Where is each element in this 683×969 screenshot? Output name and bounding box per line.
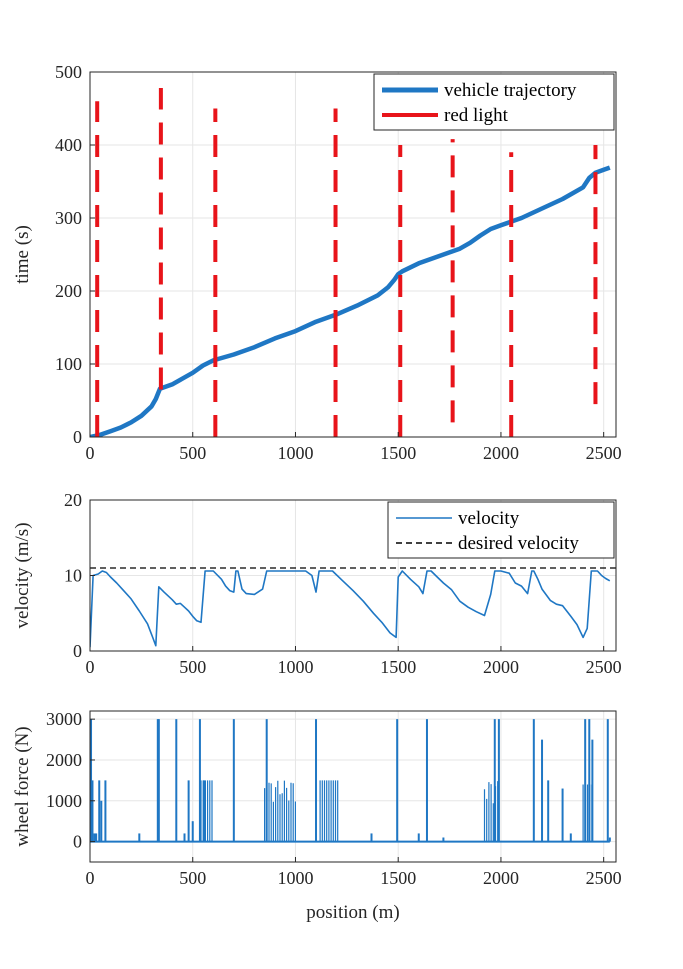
trajectory-xtick-label: 2000 xyxy=(483,443,519,463)
trajectory-legend: vehicle trajectory red light xyxy=(373,73,615,131)
force-band-3 xyxy=(319,780,339,842)
trajectory-ytick-label: 100 xyxy=(55,354,82,374)
velocity-xtick-label: 1500 xyxy=(380,657,416,677)
velocity-xtick-label: 500 xyxy=(179,657,206,677)
force-data xyxy=(90,719,611,843)
velocity-ylabel: velocity (m/s) xyxy=(12,522,33,628)
velocity-xtick-label: 2500 xyxy=(586,657,622,677)
velocity-xtick-label: 2000 xyxy=(483,657,519,677)
velocity-panel: 0 500 1000 1500 2000 2500 0 10 20 velocity (m/s) v… xyxy=(12,490,622,677)
vehicle-trajectory-line xyxy=(90,165,611,437)
force-xtick-label: 500 xyxy=(179,868,206,888)
velocity-xtick-label: 0 xyxy=(86,657,95,677)
trajectory-ytick-label: 500 xyxy=(55,62,82,82)
force-axes-box xyxy=(89,710,617,863)
velocity-legend-label-1: velocity xyxy=(458,508,520,529)
trajectory-ylabel: time (s) xyxy=(12,225,33,284)
trajectory-legend-label-1: vehicle trajectory xyxy=(444,80,577,101)
velocity-legend-label-2: desired velocity xyxy=(458,533,579,554)
trajectory-xtick-label: 500 xyxy=(179,443,206,463)
force-ytick-label: 0 xyxy=(73,832,82,852)
force-band-4 xyxy=(483,781,499,842)
force-xtick-label: 1000 xyxy=(277,868,313,888)
trajectory-ytick-label: 200 xyxy=(55,281,82,301)
force-band-1 xyxy=(200,780,213,842)
velocity-xtick-label: 1000 xyxy=(277,657,313,677)
trajectory-xtick-label: 2500 xyxy=(586,443,622,463)
trajectory-legend-label-2: red light xyxy=(444,105,509,126)
trajectory-legend-box xyxy=(373,73,615,131)
velocity-legend-box xyxy=(387,501,615,559)
trajectory-axes-box xyxy=(89,71,617,438)
trajectory-ytick-label: 0 xyxy=(73,427,82,447)
force-ylabel: wheel force (N) xyxy=(12,726,33,846)
velocity-line xyxy=(90,570,611,648)
force-ytick-label: 3000 xyxy=(46,709,82,729)
trajectory-xtick-label: 1500 xyxy=(380,443,416,463)
trajectory-ytick-label: 300 xyxy=(55,208,82,228)
trajectory-xtick-label: 0 xyxy=(86,443,95,463)
trajectory-panel: 0 500 1000 1500 2000 2500 0 100 200 300 400 500 time… xyxy=(12,62,622,463)
trajectory-data xyxy=(90,88,611,437)
force-ytick-label: 1000 xyxy=(46,791,82,811)
force-xtick-label: 1500 xyxy=(380,868,416,888)
force-band-2 xyxy=(264,780,296,842)
force-xtick-label: 2000 xyxy=(483,868,519,888)
force-ytick-label: 2000 xyxy=(46,750,82,770)
velocity-ytick-label: 10 xyxy=(64,566,82,586)
velocity-ytick-label: 20 xyxy=(64,490,82,510)
trajectory-ytick-label: 400 xyxy=(55,135,82,155)
force-xlabel: position (m) xyxy=(306,902,399,923)
trajectory-xtick-label: 1000 xyxy=(277,443,313,463)
velocity-data xyxy=(90,567,616,648)
velocity-legend: velocity desired velocity xyxy=(387,501,615,559)
velocity-ytick-label: 0 xyxy=(73,641,82,661)
force-xtick-label: 2500 xyxy=(586,868,622,888)
force-panel: 0 500 1000 1500 2000 2500 0 1000 2000 3000 wheel f… xyxy=(12,709,622,923)
force-xtick-label: 0 xyxy=(86,868,95,888)
